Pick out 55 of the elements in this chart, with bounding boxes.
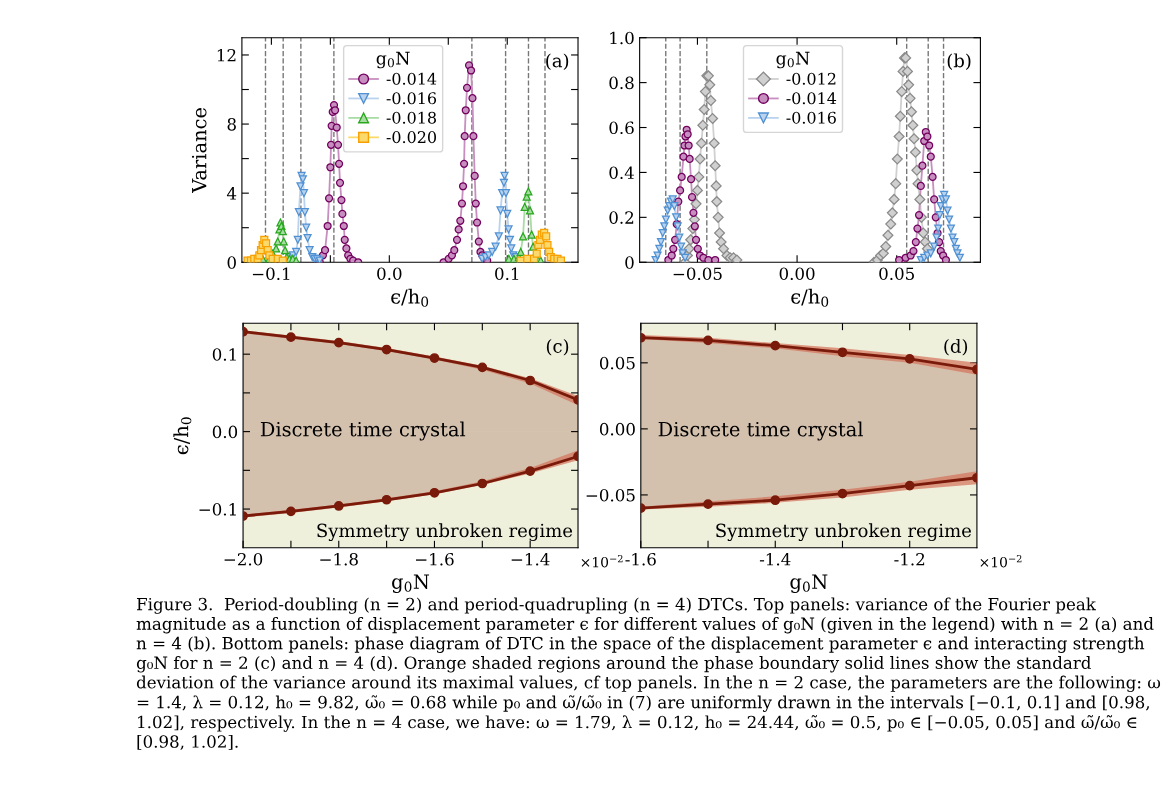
- y-tick-label: 8: [227, 118, 236, 131]
- y-tick-label: 0: [625, 256, 634, 269]
- y-tick-label: 0.4: [609, 166, 634, 179]
- x-tick-label: −2.0: [224, 552, 263, 566]
- legend-label: -0.020: [386, 131, 437, 144]
- legend-label: -0.018: [386, 111, 437, 124]
- y-axis-title: Variance: [191, 108, 207, 194]
- y-tick-label: 0.0: [212, 425, 238, 439]
- y-tick-label: 1.0: [610, 31, 634, 45]
- text: ×10$^{−2}$: [581, 554, 623, 568]
- x-axis-title: g$_{0}$N: [790, 574, 828, 593]
- annotation: (b): [947, 53, 971, 70]
- legend-label: -0.016: [786, 111, 836, 124]
- x-tick-label: -1.2: [894, 552, 925, 566]
- x-tick-label: 0.00: [779, 267, 815, 281]
- y-tick-label: 0.6: [609, 121, 634, 135]
- annotation: Discrete time crystal: [260, 421, 466, 441]
- y-tick-label: −0.05: [586, 488, 635, 502]
- annotation: Discrete time crystal: [658, 421, 863, 441]
- legend-label: -0.014: [386, 72, 437, 85]
- y-tick-label: 0.1: [212, 348, 236, 361]
- legend-label: -0.014: [786, 92, 837, 105]
- legend-title: g$_{0}$N: [376, 51, 410, 69]
- y-tick-label: 0: [227, 256, 236, 269]
- x-axis-title: ϵ/h$_{0}$: [791, 288, 829, 307]
- y-tick-label: 0.05: [599, 356, 635, 370]
- text: ×10$^{−2}$: [980, 554, 1022, 568]
- y-tick-label: 12: [217, 48, 236, 62]
- x-axis-title: ϵ/h$_{0}$: [391, 288, 429, 307]
- annotation: (d): [944, 338, 968, 356]
- annotation: Symmetry unbroken regime: [317, 523, 573, 542]
- legend-label: -0.012: [786, 72, 836, 85]
- x-axis-title: g$_{0}$N: [392, 574, 430, 593]
- annotation: (a): [546, 53, 569, 70]
- y-tick-label: −0.1: [199, 503, 236, 516]
- annotation: (c): [546, 338, 569, 356]
- legend-label: -0.016: [386, 92, 437, 105]
- legend-title: g$_{0}$N: [776, 51, 810, 69]
- x-tick-label: −1.6: [415, 552, 454, 566]
- y-tick-label: 0.8: [609, 76, 634, 90]
- x-tick-label: −1.8: [320, 552, 358, 566]
- x-tick-label: 0.1: [495, 267, 519, 281]
- x-tick-label: 0.0: [377, 267, 402, 281]
- y-tick-label: 4: [226, 187, 237, 200]
- annotation: Symmetry unbroken regime: [716, 523, 971, 542]
- y-tick-label: 0.00: [599, 422, 635, 436]
- caption: Figure 3. Period-doubling (n = 2) and period-quadrupling (n = 4) DTCs. Top panels: variance of the Fourier peak magnitude as a function of displacement parameter ϵ for different values of g₀N (given in the legend) with n = 2 (a) and n = 4 (b). Bottom panels: phase diagram of DTC in the space of the displacement parameter ϵ and interacting strength g₀N for n = 2 (c) and n = 4 (d). Orange shaded regions around the phase boundary solid lines show the standard deviation of the variance around its maximal values, cf top panels. In the n = 2 case, the parameters are the following: ω = 1.4, λ = 0.12, h₀ = 9.82, ω̃₀ = 0.68 while p₀ and ω̃/ω̃₀ in (7) are uniformly drawn in the intervals [−0.1, 0.1] and [0.98, 1.02], respectively. In the n = 4 case, we have: ω = 1.79, λ = 0.12, h₀ = 24.44, ω̃₀ = 0.5, p₀ ∈ [−0.05, 0.05] and ω̃/ω̃₀ ∈ [0.98, 1.02].: [136, 597, 1161, 750]
- x-tick-label: 0.05: [879, 267, 914, 281]
- y-tick-label: 0.2: [609, 211, 634, 224]
- x-tick-label: −0.1: [252, 267, 290, 281]
- x-tick-label: −0.05: [673, 267, 722, 281]
- x-tick-label: -1.6: [625, 552, 656, 566]
- x-tick-label: −1.4: [511, 552, 550, 566]
- y-axis-title: ϵ/h$_{0}$: [173, 417, 192, 455]
- x-tick-label: -1.4: [759, 552, 791, 566]
